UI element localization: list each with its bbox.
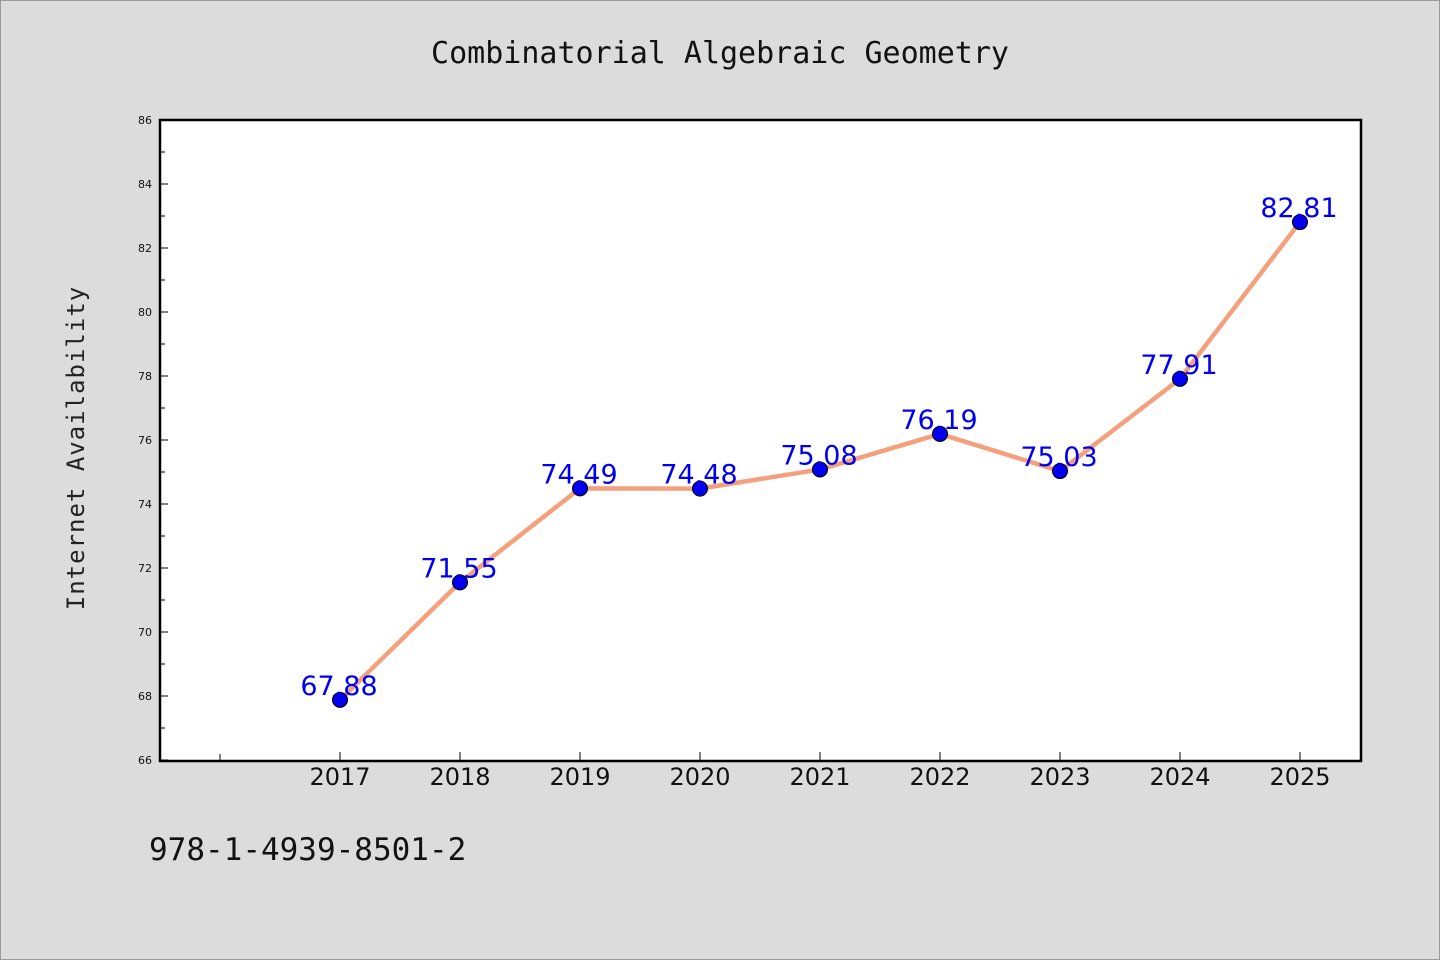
series-layer [332, 214, 1308, 708]
x-tick-label: 2021 [789, 763, 850, 791]
y-tick-label: 86 [138, 114, 152, 127]
y-tick-label: 76 [138, 434, 152, 447]
x-tick-label: 2025 [1269, 763, 1330, 791]
y-tick-label: 84 [138, 178, 152, 191]
data-label: 75.03 [1020, 442, 1097, 473]
y-axis-ticks: 66 68 70 72 74 76 78 80 82 84 86 [138, 114, 168, 767]
data-point [692, 480, 708, 497]
data-label: 74.48 [660, 460, 737, 491]
y-tick-label: 74 [138, 498, 152, 511]
data-point [1052, 463, 1068, 480]
data-point [1292, 214, 1308, 231]
data-label: 74.49 [540, 459, 617, 490]
y-tick-label: 82 [138, 242, 152, 255]
y-tick-label: 66 [138, 754, 152, 767]
x-tick-label: 2022 [909, 763, 970, 791]
y-tick-label: 68 [138, 690, 152, 703]
data-label: 82.81 [1260, 193, 1337, 224]
x-tick-label: 2017 [309, 763, 370, 791]
chart-title: Combinatorial Algebraic Geometry [431, 36, 1009, 71]
isbn-footer: 978-1-4939-8501-2 [149, 832, 467, 868]
data-point [452, 574, 468, 591]
data-point [812, 461, 828, 478]
y-tick-label: 78 [138, 370, 152, 383]
x-tick-label: 2019 [549, 763, 610, 791]
data-label: 67.88 [300, 671, 377, 702]
data-point [1172, 370, 1188, 387]
x-tick-label: 2024 [1149, 763, 1210, 791]
data-label: 75.08 [780, 440, 857, 471]
y-tick-label: 70 [138, 626, 152, 639]
x-tick-label: 2023 [1029, 763, 1090, 791]
x-tick-label: 2020 [669, 763, 730, 791]
data-point [332, 691, 348, 708]
y-tick-label: 72 [138, 562, 152, 575]
y-axis-label: Internet Availability [62, 286, 90, 610]
y-tick-label: 80 [138, 306, 152, 319]
data-label: 77.91 [1140, 350, 1217, 381]
data-label: 71.55 [420, 553, 497, 584]
plot-area [158, 118, 1363, 763]
data-point [572, 480, 588, 497]
x-axis-ticks: 2017 2018 2019 2020 2021 2022 2023 2024 2025 [219, 752, 1331, 791]
data-point [932, 425, 948, 442]
x-tick-label: 2018 [429, 763, 490, 791]
data-label-layer: 67.88 71.55 74.49 74.48 75.08 76.19 75.03 77.91… [300, 193, 1337, 702]
data-label: 76.19 [900, 405, 977, 436]
